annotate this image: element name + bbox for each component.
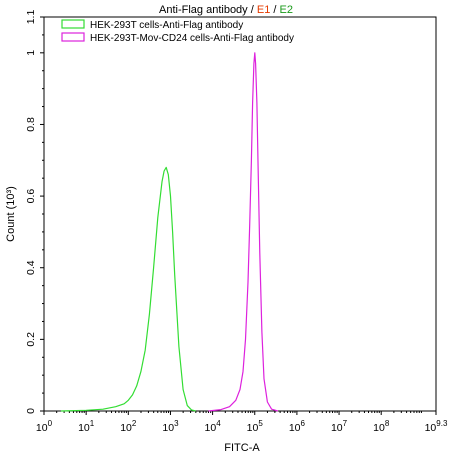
y-axis: 0 0.2 0.4 0.6 0.8 1 1.1: [25, 10, 44, 414]
chart-title: Anti-Flag antibody / E1 / E2: [159, 4, 293, 16]
x-tick-label: 100: [36, 419, 53, 434]
x-tick-label: 105: [247, 419, 264, 434]
y-axis-label: Count (10³): [5, 186, 17, 242]
legend: HEK-293T cells-Anti-Flag antibody HEK-293…: [61, 19, 294, 44]
x-tick-label: 101: [78, 419, 95, 434]
x-tick-label: 104: [205, 419, 222, 434]
plot-frame: [43, 16, 437, 412]
legend-label-2: HEK-293T-Mov-CD24 cells-Anti-Flag antibo…: [90, 33, 294, 44]
y-tick-label: 0.4: [25, 260, 37, 275]
x-axis: 100 101 102 103 104 105 106 107 108 109.3: [36, 411, 448, 434]
x-tick-label: 106: [289, 419, 306, 434]
legend-swatch-1: [61, 19, 85, 29]
y-tick-label: 0.2: [25, 332, 37, 347]
y-tick-label: 1.1: [25, 10, 37, 25]
x-axis-label: FITC-A: [224, 442, 260, 454]
series-line-2: [208, 52, 279, 412]
x-tick-label: 108: [373, 419, 390, 434]
y-tick-label: 0.6: [25, 189, 37, 204]
x-tick-label: 103: [162, 419, 179, 434]
y-tick-label: 1: [25, 50, 37, 56]
series-line-1: [60, 166, 196, 412]
legend-swatch-2: [61, 32, 85, 42]
y-tick-label: 0.8: [25, 117, 37, 132]
x-tick-label: 107: [331, 419, 348, 434]
x-tick-label: 109.3: [425, 419, 448, 434]
series-layer: [60, 52, 279, 412]
y-tick-label: 0: [25, 408, 37, 414]
legend-label-1: HEK-293T cells-Anti-Flag antibody: [90, 20, 243, 31]
x-tick-label: 102: [120, 419, 137, 434]
